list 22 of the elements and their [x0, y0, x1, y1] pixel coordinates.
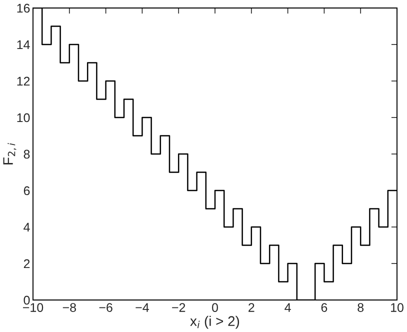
y-tick-label: 8	[24, 150, 30, 159]
x-tick-label: 4	[284, 303, 291, 312]
x-tick-label: 8	[358, 303, 364, 312]
y-tick-label: 2	[24, 259, 30, 268]
x-axis-title: x$_{i}$ (i > 2)	[190, 316, 240, 329]
y-axis-title: F$_{2,i}$	[3, 143, 16, 164]
y-tick-label: 14	[17, 40, 30, 50]
y-tick-label: 10	[17, 113, 30, 122]
y-tick-label: 6	[24, 186, 30, 196]
y-tick-label: 16	[17, 4, 30, 13]
x-tick-label: −8	[62, 303, 76, 312]
x-tick-label: −10	[23, 303, 44, 312]
y-tick-label: 12	[17, 76, 30, 86]
x-tick-label: 6	[321, 303, 328, 312]
x-tick-label: −4	[136, 303, 149, 312]
y-tick-label: 0	[24, 296, 30, 305]
y-tick-label: 4	[24, 222, 30, 232]
x-tick-label: −2	[172, 303, 186, 312]
x-tick-label: 0	[212, 303, 218, 312]
x-tick-label: −6	[99, 303, 112, 312]
x-tick-label: 2	[248, 303, 254, 312]
x-tick-label: 10	[391, 303, 404, 312]
